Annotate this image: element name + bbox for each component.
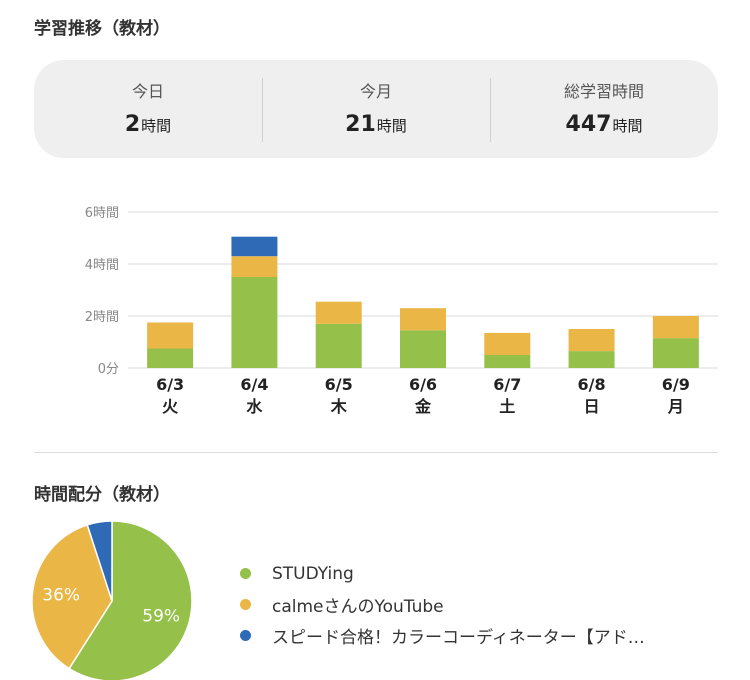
pie-slice-studying[interactable] bbox=[68, 520, 193, 680]
section-divider bbox=[34, 452, 718, 453]
bar-segment-studying[interactable] bbox=[315, 323, 362, 368]
legend-dot bbox=[240, 630, 251, 641]
x-tick-date: 6/6 bbox=[409, 375, 437, 394]
stat-value: 21時間 bbox=[262, 112, 490, 137]
legend-label: calmeさんのYouTube bbox=[272, 597, 444, 617]
stat-today: 今日 2時間 bbox=[34, 76, 262, 142]
legend-dot bbox=[240, 568, 251, 579]
pie-legend: STUDYing calmeさんのYouTube スピード合格！カラーコーディネータ… bbox=[240, 558, 645, 651]
stat-total: 総学習時間 447時間 bbox=[490, 76, 718, 142]
pie-chart: 59% 36% bbox=[31, 520, 193, 680]
y-tick-label: 0分 bbox=[98, 362, 119, 377]
stat-number: 21 bbox=[345, 112, 376, 137]
x-tick-weekday: 水 bbox=[246, 397, 263, 416]
y-tick-label: 4時間 bbox=[85, 258, 119, 273]
x-tick-date: 6/7 bbox=[493, 375, 521, 394]
y-tick-label: 6時間 bbox=[85, 206, 119, 221]
legend-dot bbox=[240, 599, 251, 610]
stat-number: 2 bbox=[124, 112, 141, 137]
x-tick-date: 6/9 bbox=[662, 375, 690, 394]
stacked-bar-chart: 0分 2時間 4時間 6時間 6/3 火 6/4 水 6/5 木 6/6 金 6/7 土 6/8 日 6/9 月 bbox=[85, 206, 718, 416]
legend-item[interactable]: calmeさんのYouTube bbox=[240, 589, 645, 620]
x-tick-date: 6/4 bbox=[240, 375, 268, 394]
bar-segment-calme[interactable] bbox=[652, 316, 699, 339]
stat-value: 2時間 bbox=[34, 112, 262, 137]
stat-number: 447 bbox=[565, 112, 612, 137]
x-tick-date: 6/8 bbox=[578, 375, 606, 394]
stat-label: 総学習時間 bbox=[563, 82, 644, 101]
legend-item[interactable]: STUDYing bbox=[240, 558, 645, 589]
bar-segment-studying[interactable] bbox=[400, 330, 446, 368]
x-tick-weekday: 火 bbox=[162, 397, 179, 416]
pie-slice-label: 36% bbox=[42, 586, 80, 606]
distribution-section-title: 時間配分（教材） bbox=[34, 485, 170, 505]
bar-segment-studying[interactable] bbox=[231, 277, 278, 368]
bar-segment-calme[interactable] bbox=[231, 256, 278, 277]
bar-segment-calme[interactable] bbox=[315, 301, 362, 324]
stat-unit: 時間 bbox=[612, 117, 643, 135]
bar-segment-calme[interactable] bbox=[400, 308, 446, 331]
stat-label: 今日 bbox=[131, 82, 164, 101]
bar-segment-studying[interactable] bbox=[484, 355, 531, 368]
legend-label: STUDYing bbox=[272, 563, 354, 584]
pie-slice-speed[interactable] bbox=[86, 520, 113, 602]
pie-slice-calme[interactable] bbox=[31, 523, 113, 670]
stat-month: 今月 21時間 bbox=[262, 76, 490, 142]
x-tick-weekday: 金 bbox=[414, 397, 432, 416]
pie-slice-label: 59% bbox=[142, 606, 180, 626]
stat-label: 今月 bbox=[359, 82, 392, 101]
bar-segment-calme[interactable] bbox=[484, 332, 531, 355]
x-tick-date: 6/5 bbox=[325, 375, 353, 394]
stat-unit: 時間 bbox=[141, 117, 172, 135]
bar-segment-calme[interactable] bbox=[568, 329, 615, 352]
x-tick-weekday: 日 bbox=[584, 397, 600, 416]
x-tick-date: 6/3 bbox=[156, 375, 184, 394]
x-tick-weekday: 土 bbox=[499, 397, 515, 416]
summary-card: 今日 2時間 今月 21時間 総学習時間 447時間 bbox=[34, 60, 718, 158]
legend-label: スピード合格！カラーコーディネーター【アド… bbox=[272, 628, 645, 648]
bar-segment-studying[interactable] bbox=[568, 351, 615, 368]
x-tick-weekday: 木 bbox=[330, 397, 348, 416]
stat-value: 447時間 bbox=[490, 112, 718, 137]
bar-segment-studying[interactable] bbox=[147, 348, 194, 369]
bar-segment-studying[interactable] bbox=[652, 338, 699, 368]
y-tick-label: 2時間 bbox=[85, 310, 119, 325]
bar-segment-speed[interactable] bbox=[231, 236, 278, 257]
x-tick-weekday: 月 bbox=[667, 397, 684, 416]
bar-segment-calme[interactable] bbox=[147, 322, 194, 349]
stat-unit: 時間 bbox=[376, 117, 407, 135]
trend-section-title: 学習推移（教材） bbox=[34, 19, 170, 39]
legend-item[interactable]: スピード合格！カラーコーディネーター【アド… bbox=[240, 620, 645, 651]
